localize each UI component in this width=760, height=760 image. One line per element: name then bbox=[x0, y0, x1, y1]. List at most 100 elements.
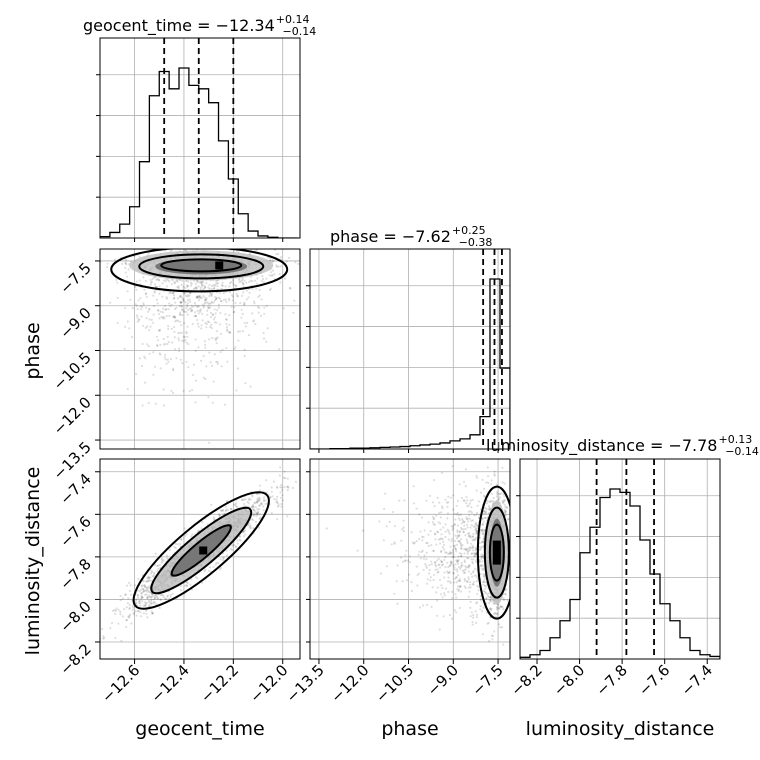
hist-frame bbox=[309, 248, 511, 450]
scatter-point bbox=[218, 514, 221, 518]
scatter-point bbox=[185, 310, 188, 314]
scatter-point bbox=[121, 262, 124, 265]
scatter-point bbox=[169, 249, 172, 253]
scatter-point bbox=[426, 582, 429, 585]
scatter-point bbox=[431, 586, 434, 589]
scatter-point bbox=[219, 332, 223, 335]
scatter-point bbox=[228, 282, 232, 285]
scatter-point bbox=[252, 512, 255, 515]
scatter-point bbox=[447, 590, 450, 594]
scatter-point bbox=[199, 286, 202, 289]
scatter-point bbox=[184, 301, 187, 304]
scatter-point bbox=[227, 331, 230, 334]
scatter-point bbox=[258, 517, 261, 521]
scatter-point bbox=[264, 499, 267, 502]
scatter-point bbox=[160, 315, 163, 318]
scatter-point bbox=[124, 325, 127, 328]
scatter-point bbox=[249, 385, 252, 388]
scatter-point bbox=[468, 546, 471, 549]
contour-inner bbox=[160, 258, 243, 273]
scatter-point bbox=[169, 596, 172, 599]
scatter-point bbox=[475, 474, 478, 477]
scatter-point bbox=[434, 563, 437, 567]
scatter-point bbox=[184, 338, 187, 341]
scatter-point bbox=[438, 511, 441, 514]
scatter-point bbox=[207, 286, 210, 289]
scatter-point bbox=[489, 500, 492, 503]
scatter-point bbox=[393, 542, 396, 545]
scatter-point bbox=[179, 313, 182, 316]
scatter-point bbox=[182, 537, 185, 540]
scatter-point bbox=[225, 549, 228, 552]
scatter-point bbox=[464, 571, 467, 575]
scatter-point bbox=[277, 265, 280, 268]
scatter-point bbox=[440, 560, 443, 564]
scatter-point bbox=[193, 315, 196, 318]
scatter-point bbox=[455, 504, 458, 507]
scatter-point bbox=[453, 523, 456, 527]
scatter-point bbox=[467, 557, 470, 560]
scatter-point bbox=[114, 609, 117, 612]
scatter-point bbox=[190, 304, 193, 307]
scatter-point bbox=[470, 519, 473, 522]
scatter-point bbox=[245, 281, 248, 284]
scatter-point bbox=[446, 528, 449, 532]
scatter-point bbox=[186, 285, 189, 288]
scatter-point bbox=[416, 584, 419, 587]
scatter-point bbox=[147, 604, 151, 607]
scatter-point bbox=[279, 281, 282, 284]
scatter-point bbox=[472, 616, 475, 619]
scatter-point bbox=[255, 287, 258, 290]
scatter-point bbox=[208, 321, 211, 324]
scatter-point bbox=[202, 287, 205, 290]
scatter-point bbox=[415, 565, 418, 568]
scatter-point bbox=[503, 499, 506, 502]
scatter-point bbox=[474, 555, 477, 558]
scatter-point bbox=[393, 541, 396, 544]
scatter-point bbox=[238, 330, 242, 333]
scatter-point bbox=[474, 528, 477, 531]
scatter-point bbox=[473, 574, 476, 577]
scatter-point bbox=[215, 297, 218, 300]
scatter-point bbox=[219, 311, 222, 315]
scatter-point bbox=[181, 279, 184, 282]
scatter-point bbox=[174, 315, 177, 318]
scatter-point bbox=[142, 580, 145, 583]
scatter-point bbox=[228, 314, 231, 317]
scatter-point bbox=[449, 564, 452, 567]
scatter-point bbox=[181, 308, 184, 311]
scatter-point bbox=[179, 542, 182, 546]
scatter-point bbox=[248, 526, 251, 529]
scatter-point bbox=[441, 471, 444, 474]
scatter-point bbox=[174, 320, 177, 323]
scatter-point bbox=[166, 358, 169, 361]
scatter-point bbox=[469, 615, 472, 618]
scatter-point bbox=[151, 611, 154, 615]
scatter-point bbox=[491, 634, 494, 638]
scatter-point bbox=[110, 621, 114, 625]
scatter-point bbox=[432, 549, 435, 552]
scatter-point bbox=[166, 297, 169, 300]
scatter-point bbox=[433, 517, 436, 520]
scatter-point bbox=[209, 361, 212, 364]
scatter-point bbox=[180, 294, 183, 297]
scatter-point bbox=[136, 307, 139, 311]
scatter-point bbox=[256, 497, 259, 500]
scatter-point bbox=[225, 300, 228, 304]
scatter-point bbox=[212, 287, 215, 290]
scatter-point bbox=[280, 489, 284, 492]
scatter-point bbox=[240, 316, 243, 319]
scatter-point bbox=[148, 352, 151, 355]
scatter-point bbox=[173, 545, 176, 548]
scatter-point bbox=[258, 507, 261, 511]
scatter-point bbox=[157, 278, 161, 281]
scatter-point bbox=[224, 505, 227, 508]
scatter-point bbox=[200, 327, 203, 330]
scatter-point bbox=[109, 627, 112, 630]
scatter-point bbox=[404, 554, 407, 557]
scatter-point bbox=[202, 280, 205, 283]
scatter-point bbox=[393, 592, 396, 595]
scatter-point bbox=[232, 311, 235, 314]
scatter-point bbox=[479, 605, 482, 608]
scatter-point bbox=[151, 593, 154, 596]
